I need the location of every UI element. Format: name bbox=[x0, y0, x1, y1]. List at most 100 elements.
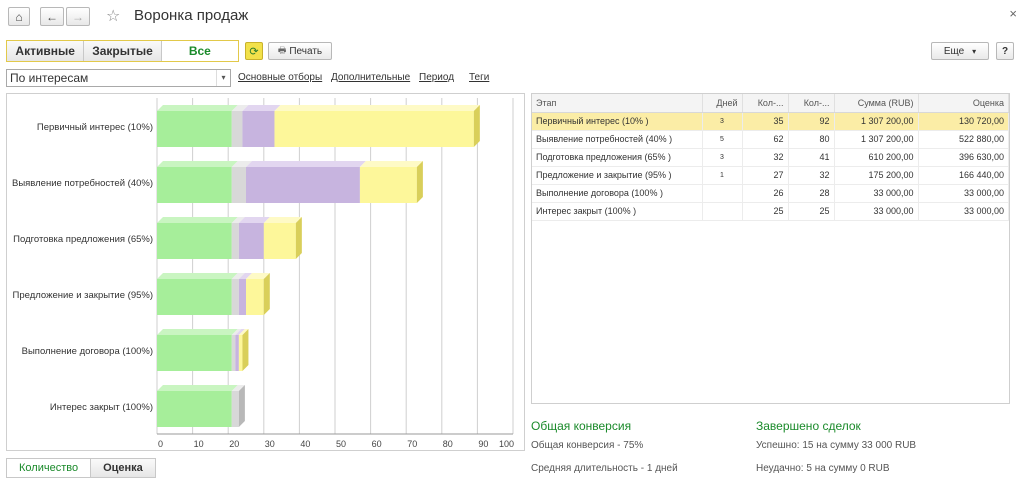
cell-count1: 26 bbox=[742, 184, 789, 203]
help-button[interactable]: ? bbox=[996, 42, 1014, 60]
cell-estimate: 130 720,00 bbox=[918, 112, 1009, 131]
cell-sum: 1 307 200,00 bbox=[834, 130, 919, 149]
bar-segment-top bbox=[359, 161, 423, 167]
bar-segment bbox=[359, 167, 417, 203]
bar-segment bbox=[157, 111, 232, 147]
column-header-stage[interactable]: Этап bbox=[532, 94, 703, 113]
cell-estimate: 396 630,00 bbox=[918, 148, 1009, 167]
deals-failed: Неудачно: 5 на сумму 0 RUB bbox=[756, 463, 890, 474]
deals-success: Успешно: 15 на сумму 33 000 RUB bbox=[756, 440, 917, 451]
bar-segment bbox=[157, 223, 232, 259]
cell-days: 3 bbox=[702, 148, 743, 167]
refresh-button[interactable]: ⟳ bbox=[245, 42, 263, 60]
bar-segment-top bbox=[157, 329, 238, 335]
status-segmented-control: Активные Закрытые Все bbox=[6, 40, 239, 62]
segment-closed[interactable]: Закрытые bbox=[84, 41, 162, 61]
cell-stage: Первичный интерес (10% ) bbox=[532, 112, 703, 131]
additional-link[interactable]: Дополнительные bbox=[331, 72, 411, 83]
stages-table: Этап Дней Кол-... Кол-... Сумма (RUB) Оц… bbox=[531, 93, 1010, 404]
category-label: Первичный интерес (10%) bbox=[37, 122, 153, 133]
category-label: Выявление потребностей (40%) bbox=[12, 178, 153, 189]
forward-button[interactable]: → bbox=[66, 7, 90, 26]
tab-estimate[interactable]: Оценка bbox=[91, 459, 155, 477]
cell-days: 1 bbox=[702, 166, 743, 185]
cell-days: 3 bbox=[702, 112, 743, 131]
bar-segment-top bbox=[274, 105, 480, 111]
bar-segment bbox=[246, 279, 264, 315]
bar-segment-top bbox=[157, 105, 238, 111]
bar-segment-top bbox=[238, 273, 252, 279]
table-row[interactable]: Выполнение договора (100% ) 26 28 33 000… bbox=[532, 184, 1009, 203]
cell-stage: Выявление потребностей (40% ) bbox=[532, 130, 703, 149]
bar-segment bbox=[231, 391, 239, 427]
cell-estimate: 33 000,00 bbox=[918, 202, 1009, 221]
bar-segment-top bbox=[238, 329, 249, 335]
bar-side bbox=[473, 105, 480, 147]
bar-segment-top bbox=[231, 273, 245, 279]
bar-segment-top bbox=[235, 329, 245, 335]
close-icon[interactable]: × bbox=[1009, 6, 1017, 21]
bar-segment bbox=[238, 223, 264, 259]
bar-segment-top bbox=[157, 385, 238, 391]
funnel-chart: 0 10 20 30 40 50 60 70 80 90 100 Первичный интерес … bbox=[6, 93, 525, 451]
home-button[interactable]: ⌂ bbox=[8, 7, 30, 26]
bar-segment bbox=[231, 223, 239, 259]
bar-side bbox=[416, 161, 423, 203]
grouping-value: По интересам bbox=[10, 71, 89, 85]
cell-stage: Выполнение договора (100% ) bbox=[532, 184, 703, 203]
more-button[interactable]: Еще ▾ bbox=[931, 42, 989, 60]
print-button[interactable]: 🖶 Печать bbox=[268, 42, 332, 60]
segment-all[interactable]: Все bbox=[161, 41, 238, 61]
tab-quantity[interactable]: Количество bbox=[7, 459, 92, 477]
table-row[interactable]: Первичный интерес (10% ) 3 35 92 1 307 2… bbox=[532, 112, 1009, 131]
bar-segment-top bbox=[231, 217, 245, 223]
refresh-icon: ⟳ bbox=[249, 45, 259, 58]
home-icon: ⌂ bbox=[15, 9, 23, 24]
table-row[interactable]: Предложение и закрытие (95% ) 1 27 32 17… bbox=[532, 166, 1009, 185]
bar-segment bbox=[274, 111, 474, 147]
cell-days bbox=[702, 184, 743, 203]
page-title: Воронка продаж bbox=[134, 7, 249, 24]
bar-segment-top bbox=[231, 385, 245, 391]
bar-segment bbox=[157, 391, 232, 427]
cell-sum: 33 000,00 bbox=[834, 202, 919, 221]
cell-stage: Предложение и закрытие (95% ) bbox=[532, 166, 703, 185]
cell-sum: 33 000,00 bbox=[834, 184, 919, 203]
bar-segment-top bbox=[246, 161, 366, 167]
bar-segment bbox=[157, 279, 232, 315]
category-label: Интерес закрыт (100%) bbox=[50, 402, 153, 413]
chevron-down-icon: ▾ bbox=[216, 70, 230, 86]
column-header-count2[interactable]: Кол-... bbox=[788, 94, 835, 113]
bar-segment bbox=[231, 279, 239, 315]
segment-active[interactable]: Активные bbox=[7, 41, 85, 61]
bar-segment-top bbox=[231, 329, 242, 335]
column-header-days[interactable]: Дней bbox=[702, 94, 743, 113]
grouping-select[interactable]: По интересам ▾ bbox=[6, 69, 231, 87]
bar-segment bbox=[238, 335, 243, 371]
bar-segment-top bbox=[231, 105, 249, 111]
tags-link[interactable]: Теги bbox=[469, 72, 490, 83]
column-header-sum[interactable]: Сумма (RUB) bbox=[834, 94, 919, 113]
column-header-count1[interactable]: Кол-... bbox=[742, 94, 789, 113]
star-icon[interactable]: ☆ bbox=[106, 8, 121, 25]
cell-stage: Интерес закрыт (100% ) bbox=[532, 202, 703, 221]
table-row[interactable]: Выявление потребностей (40% ) 5 62 80 1 … bbox=[532, 130, 1009, 149]
cell-count1: 32 bbox=[742, 148, 789, 167]
bar-segment bbox=[246, 167, 360, 203]
back-button[interactable]: ← bbox=[40, 7, 64, 26]
cell-estimate: 33 000,00 bbox=[918, 184, 1009, 203]
cell-count2: 25 bbox=[788, 202, 835, 221]
period-link[interactable]: Период bbox=[419, 72, 455, 83]
cell-sum: 1 307 200,00 bbox=[834, 112, 919, 131]
main-filters-link[interactable]: Основные отборы bbox=[238, 72, 323, 83]
table-row[interactable]: Интерес закрыт (100% ) 25 25 33 000,00 3… bbox=[532, 202, 1009, 221]
table-row[interactable]: Подготовка предложения (65% ) 3 32 41 61… bbox=[532, 148, 1009, 167]
table-header-row: Этап Дней Кол-... Кол-... Сумма (RUB) Оц… bbox=[532, 94, 1009, 113]
bar-side bbox=[242, 329, 249, 371]
conversion-total: Общая конверсия - 75% bbox=[531, 440, 644, 451]
bar-segment-top bbox=[246, 273, 270, 279]
bar-segment bbox=[242, 111, 275, 147]
x-tick-label: 70 bbox=[407, 439, 417, 449]
cell-sum: 175 200,00 bbox=[834, 166, 919, 185]
column-header-estimate[interactable]: Оценка bbox=[918, 94, 1009, 113]
